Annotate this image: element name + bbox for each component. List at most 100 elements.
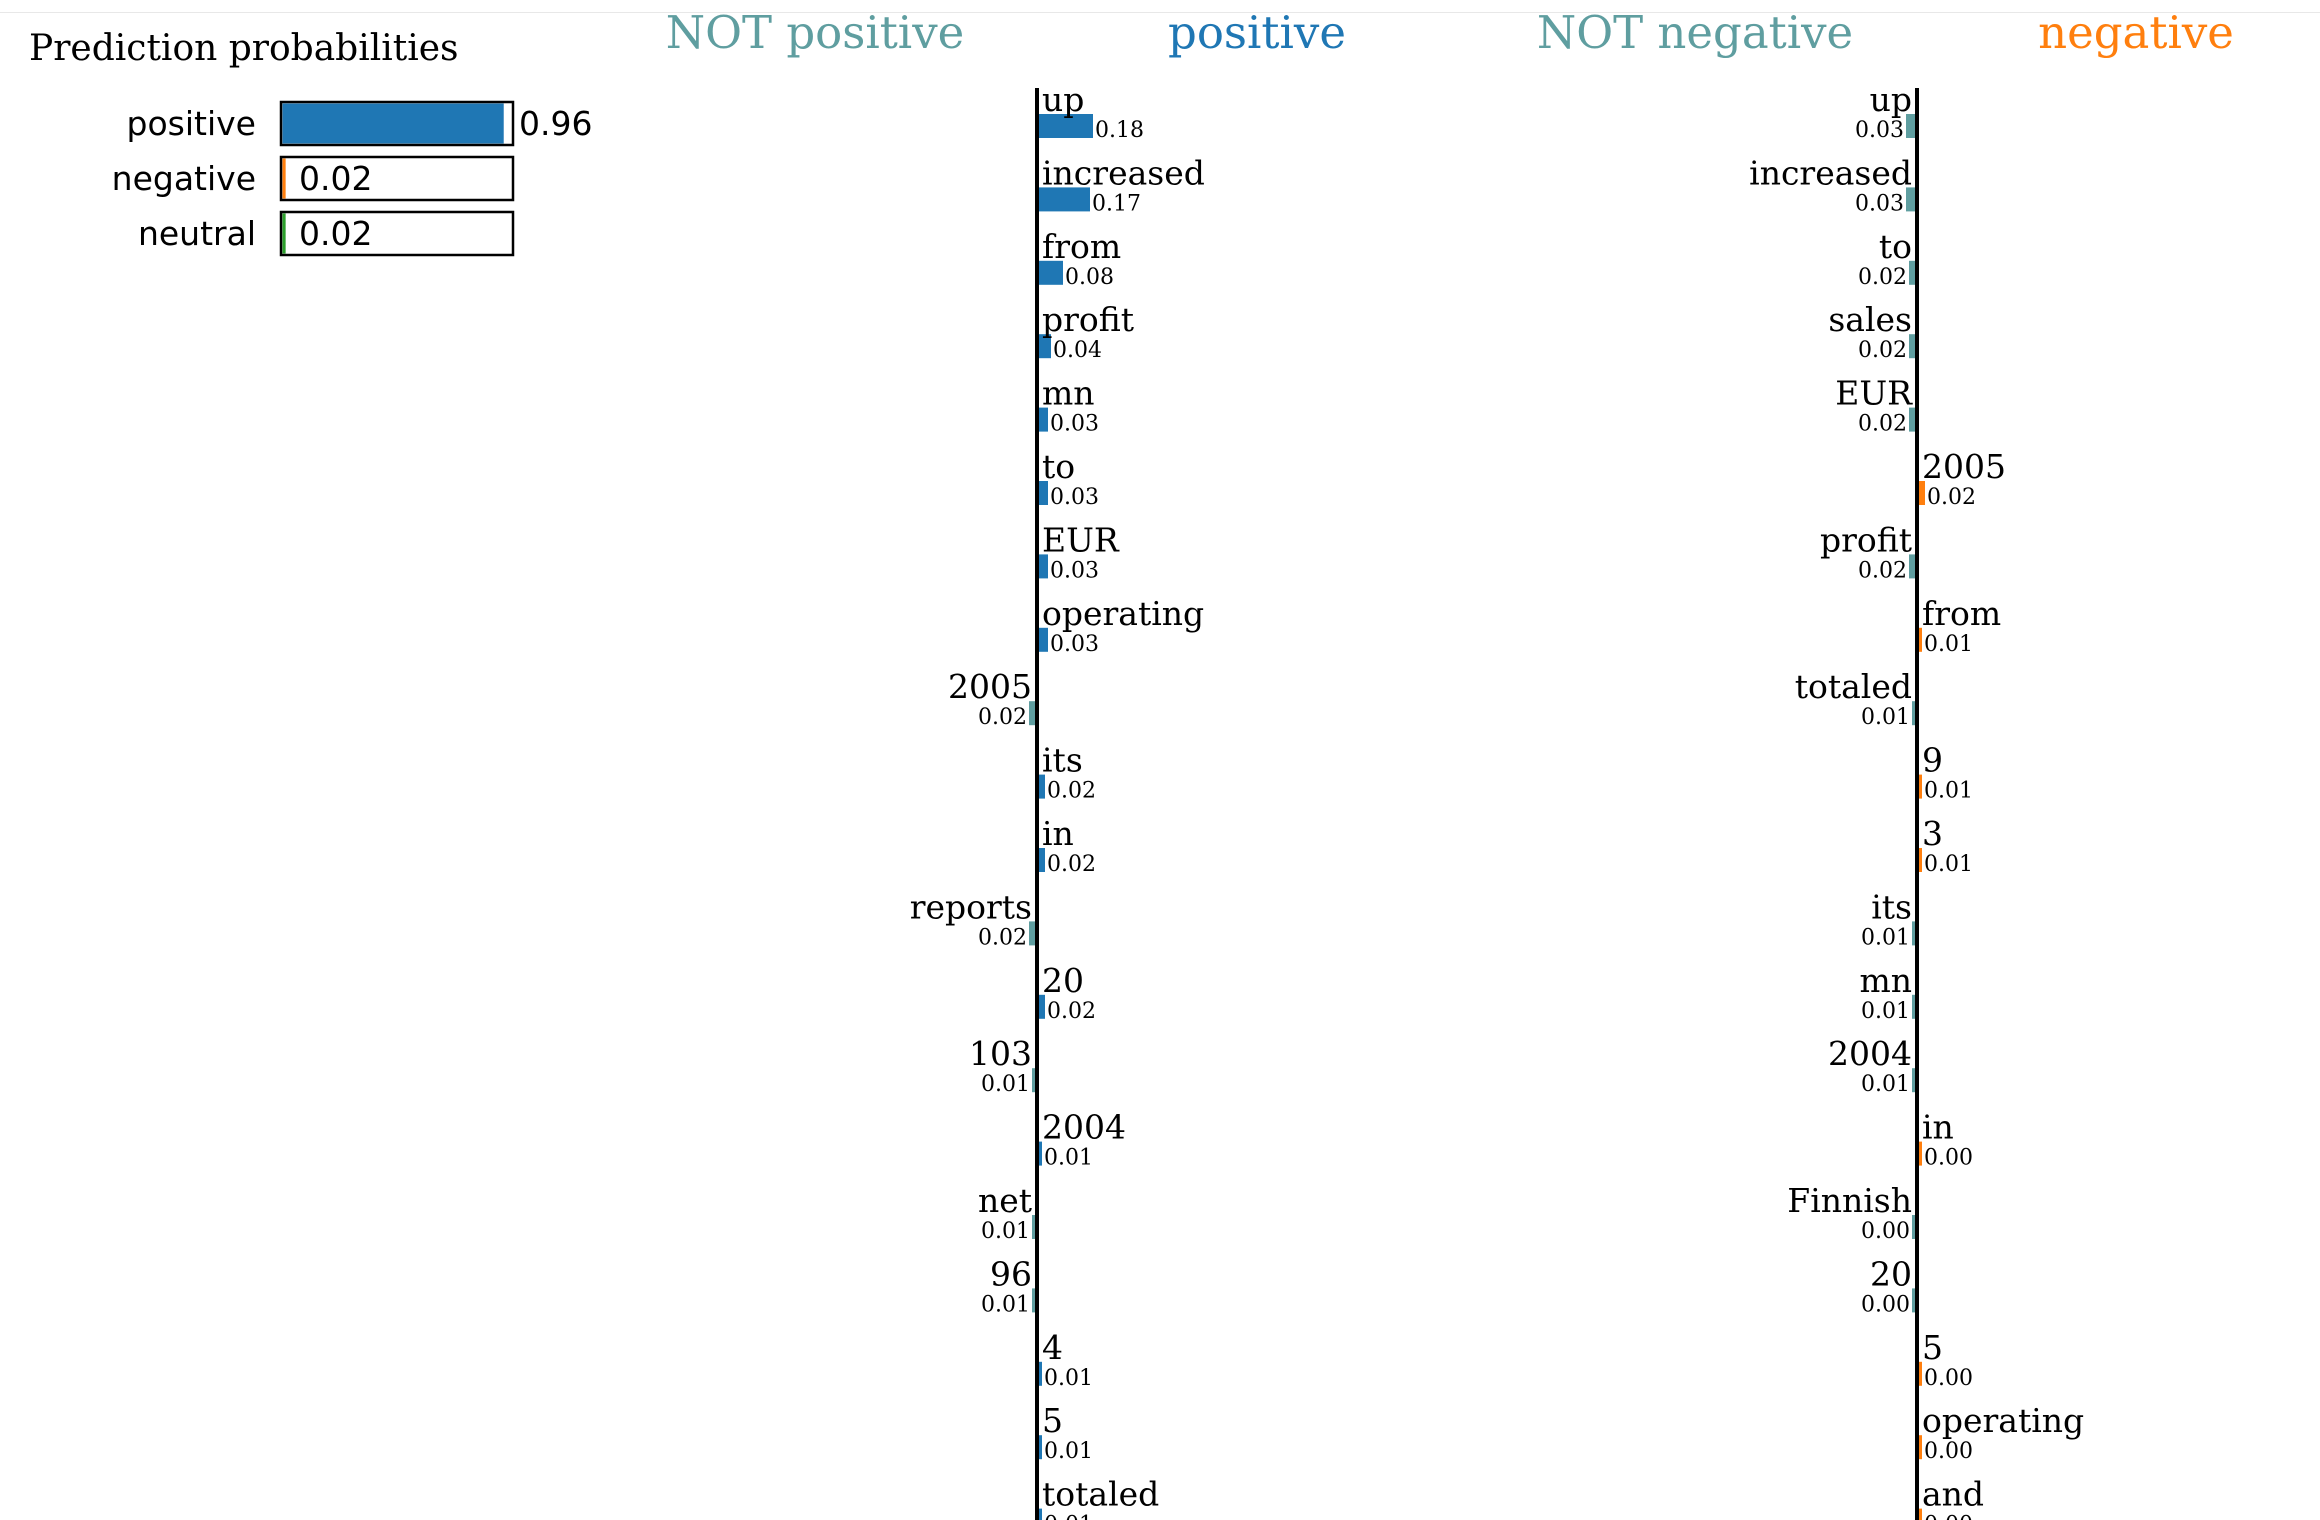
feature-word-totaled: totaled [1042,1475,1159,1514]
feature-bar-up [1039,114,1093,138]
feature-word-in: in [1042,814,1074,853]
feature-bar-sales [1909,334,1915,359]
feature-weight-2004: 0.01 [1861,1072,1910,1097]
feature-word-increased: increased [1749,153,1912,192]
feature-weight-EUR: 0.03 [1050,558,1099,583]
feature-bar-increased [1906,187,1915,212]
feature-bar-to [1039,481,1048,505]
feature-bar-103 [1032,1068,1035,1093]
feature-bar-3 [1919,848,1922,872]
feature-word-20: 20 [1042,961,1084,1000]
feature-weight-mn: 0.03 [1050,412,1099,437]
feature-weight-2004: 0.01 [1044,1146,1093,1171]
feature-weight-sales: 0.02 [1858,338,1907,363]
feature-weight-to: 0.02 [1858,265,1907,290]
feature-bar-in [1039,848,1045,872]
feature-weight-net: 0.01 [981,1219,1030,1244]
feature-word-mn: mn [1859,961,1912,1000]
feature-weight-9: 0.01 [1924,779,1973,804]
feature-word-96: 96 [990,1254,1032,1293]
feature-weight-20: 0.02 [1047,999,1096,1024]
feature-bar-and [1919,1508,1922,1520]
feature-bar-2005 [1029,701,1035,726]
feature-word-5: 5 [1042,1401,1063,1440]
feature-bar-up [1906,114,1915,138]
feature-bar-operating [1919,1435,1922,1460]
feature-bar-Finnish [1912,1215,1915,1239]
feature-word-increased: increased [1042,153,1205,192]
feature-bar-in [1919,1141,1922,1166]
feature-weight-2005: 0.02 [1927,485,1976,510]
feature-bar-totaled [1039,1508,1042,1520]
feature-word-up: up [1870,80,1912,119]
feature-word-profit: profit [1820,520,1912,559]
feature-bar-2004 [1039,1141,1042,1166]
feature-bar-profit [1039,334,1051,359]
feature-word-9: 9 [1922,741,1943,780]
feature-bar-to [1909,260,1915,285]
feature-bar-net [1032,1215,1035,1239]
feature-word-its: its [1042,741,1083,780]
not-class-title: NOT positive [666,6,965,59]
feature-word-profit: profit [1042,300,1134,339]
negative-explanation-panel: NOT negative negativeup0.03increased0.03t… [1537,6,2234,1520]
feature-word-from: from [1922,594,2001,633]
feature-weight-103: 0.01 [981,1072,1030,1097]
feature-word-2005: 2005 [948,667,1032,706]
feature-word-2005: 2005 [1922,447,2006,486]
feature-word-reports: reports [910,887,1032,926]
feature-word-totaled: totaled [1795,667,1912,706]
feature-word-mn: mn [1042,374,1095,413]
proba-box-neutral [279,210,515,257]
feature-word-sales: sales [1828,300,1912,339]
proba-label-neutral: neutral [138,214,256,253]
proba-bar-negative [282,158,286,199]
feature-weight-2005: 0.02 [978,705,1027,730]
feature-weight-from: 0.01 [1924,632,1973,657]
feature-weight-in: 0.00 [1924,1146,1973,1171]
feature-word-5: 5 [1922,1328,1943,1367]
proba-bar-neutral [282,213,286,254]
feature-weight-up: 0.03 [1855,118,1904,143]
feature-word-up: up [1042,80,1084,119]
feature-weight-its: 0.02 [1047,779,1096,804]
feature-word-its: its [1871,887,1912,926]
proba-label-positive: positive [127,104,256,143]
feature-bar-2004 [1912,1068,1915,1093]
feature-weight-EUR: 0.02 [1858,412,1907,437]
feature-word-to: to [1879,227,1912,266]
proba-value-neutral: 0.02 [299,214,372,253]
feature-bar-totaled [1912,701,1915,726]
feature-bar-20 [1912,1288,1915,1313]
feature-weight-to: 0.03 [1050,485,1099,510]
feature-weight-increased: 0.17 [1092,191,1141,216]
feature-word-EUR: EUR [1042,520,1120,559]
feature-weight-profit: 0.02 [1858,558,1907,583]
feature-bar-from [1039,260,1063,285]
feature-bar-mn [1912,994,1915,1019]
feature-bar-its [1912,921,1915,946]
feature-weight-up: 0.18 [1095,118,1144,143]
class-title: negative [2038,6,2234,59]
feature-bar-from [1919,627,1922,652]
feature-weight-its: 0.01 [1861,925,1910,950]
proba-title: Prediction probabilities [29,28,459,69]
feature-weight-mn: 0.01 [1861,999,1910,1024]
feature-weight-increased: 0.03 [1855,191,1904,216]
feature-word-operating: operating [1922,1401,2084,1440]
feature-word-net: net [978,1181,1032,1220]
feature-weight-and: 0.00 [1924,1513,1973,1520]
feature-weight-totaled: 0.01 [1044,1513,1093,1520]
feature-weight-96: 0.01 [981,1292,1030,1317]
feature-weight-in: 0.02 [1047,852,1096,877]
feature-bar-EUR [1909,407,1915,432]
feature-weight-5: 0.00 [1924,1366,1973,1391]
feature-bar-9 [1919,774,1922,799]
class-title: positive [1168,6,1346,59]
feature-word-2004: 2004 [1828,1034,1912,1073]
feature-weight-Finnish: 0.00 [1861,1219,1910,1244]
feature-bar-5 [1039,1435,1042,1460]
feature-weight-4: 0.01 [1044,1366,1093,1391]
